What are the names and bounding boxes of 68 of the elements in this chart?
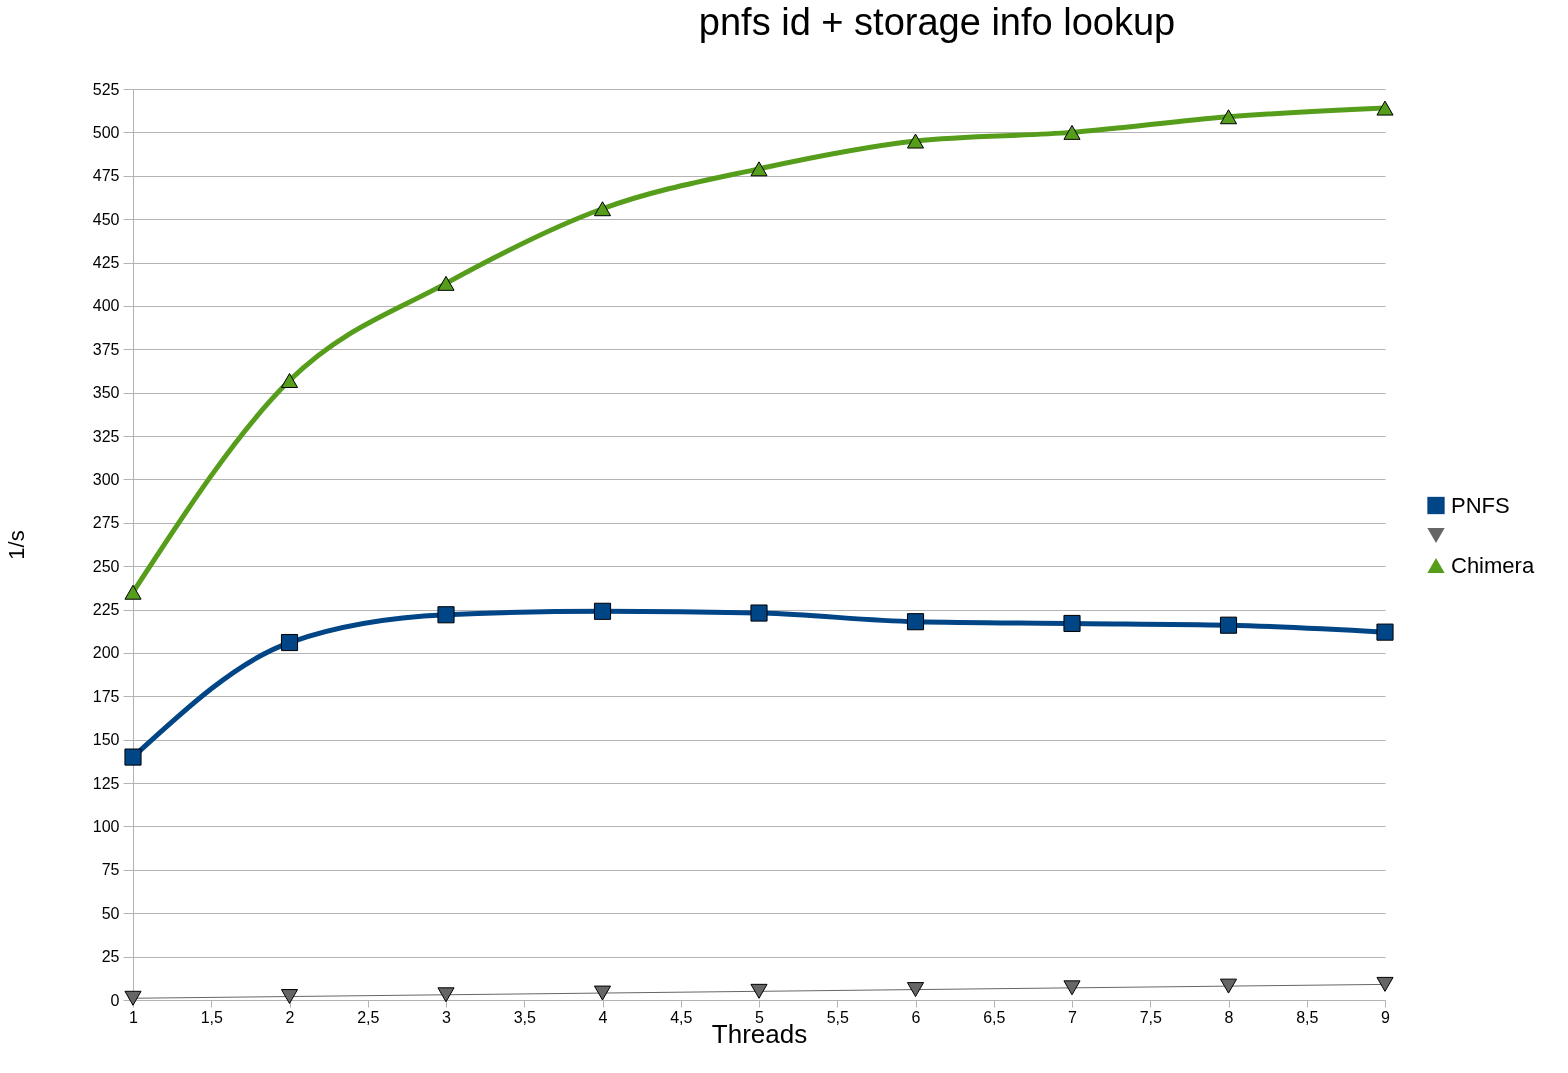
point — [750, 161, 768, 177]
y-tick-label: 525 — [92, 80, 120, 98]
y-tick-label: 400 — [92, 297, 120, 315]
x-tick-label: 8,5 — [1296, 1008, 1319, 1026]
point — [437, 275, 455, 291]
y-tick-label: 475 — [92, 167, 120, 185]
point — [1376, 976, 1394, 992]
x-tick-label: 5,5 — [826, 1008, 849, 1026]
point — [437, 606, 455, 624]
x-tick-label: 1,5 — [200, 1008, 223, 1026]
y-tick-label: 100 — [92, 817, 120, 835]
point — [593, 602, 612, 620]
y-tick-label: 275 — [92, 514, 120, 532]
legend-label: PNFS — [1451, 492, 1510, 518]
x-tick-label: 6,5 — [983, 1008, 1006, 1026]
x-tick-label: 9 — [1381, 1008, 1391, 1026]
y-tick-label: 500 — [92, 123, 120, 141]
point — [1219, 109, 1238, 125]
x-tick-label: 6 — [911, 1008, 921, 1026]
x-tick-label: 1 — [129, 1008, 139, 1026]
point — [437, 987, 455, 1003]
y-tick-label: 0 — [110, 991, 120, 1009]
point — [593, 985, 612, 1001]
x-tick-label: 2,5 — [357, 1008, 380, 1026]
y-tick-label: 225 — [92, 601, 120, 619]
y-tick-label: 425 — [92, 254, 120, 272]
y-tick-label: 350 — [92, 384, 120, 402]
y-tick-label: 50 — [101, 904, 120, 922]
legend-label: Chimera — [1451, 552, 1535, 578]
y-tick-label: 125 — [92, 774, 120, 792]
x-tick-label: 4 — [598, 1008, 608, 1026]
point — [906, 133, 925, 149]
x-tick-label: 4,5 — [670, 1008, 693, 1026]
x-tick-label: 7,5 — [1139, 1008, 1162, 1026]
y-tick-label: 450 — [92, 210, 120, 228]
y-tick-label: 250 — [92, 557, 120, 575]
point — [280, 373, 299, 388]
point — [124, 584, 142, 600]
point — [1219, 616, 1238, 634]
y-tick-label: 325 — [92, 427, 120, 445]
y-tick-label: 25 — [101, 948, 120, 966]
y-axis-title: 1/s — [3, 530, 29, 560]
point — [1219, 978, 1238, 994]
point — [750, 983, 768, 999]
y-tick-label: 200 — [92, 644, 120, 662]
y-tick-label: 175 — [92, 687, 120, 705]
x-tick-label: 8 — [1224, 1008, 1234, 1026]
point — [124, 748, 142, 766]
point — [906, 982, 925, 998]
point — [280, 633, 299, 652]
y-tick-label: 150 — [92, 731, 120, 749]
x-tick-label: 3 — [442, 1008, 452, 1026]
point — [280, 989, 299, 1005]
point — [906, 613, 925, 631]
point — [1063, 980, 1081, 996]
y-tick-label: 300 — [92, 470, 120, 488]
y-tick-label: 75 — [101, 861, 120, 879]
point — [1063, 614, 1081, 633]
point — [593, 201, 612, 217]
point — [1376, 623, 1394, 641]
x-tick-label: 7 — [1068, 1008, 1078, 1026]
chart-title: pnfs id + storage info lookup — [698, 1, 1176, 43]
point — [750, 604, 768, 622]
point — [1376, 100, 1394, 116]
y-tick-label: 375 — [92, 340, 120, 358]
point — [1063, 124, 1081, 140]
x-tick-label: 2 — [285, 1008, 295, 1026]
x-tick-label: 3,5 — [513, 1008, 536, 1026]
